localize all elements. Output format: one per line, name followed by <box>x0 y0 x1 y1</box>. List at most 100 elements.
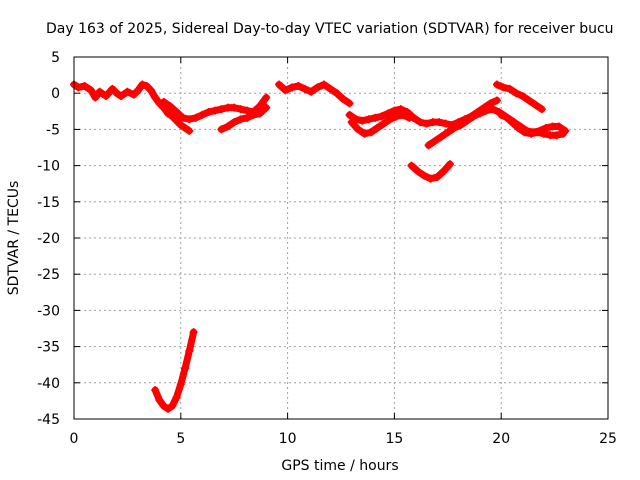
data-point <box>178 113 187 122</box>
data-point <box>204 108 213 117</box>
data-point <box>313 83 322 92</box>
series-trace <box>151 328 198 413</box>
data-point <box>345 99 354 108</box>
data-point <box>422 119 431 128</box>
data-point <box>210 106 219 115</box>
data-point <box>364 115 373 124</box>
data-point <box>262 93 271 102</box>
data-point <box>347 118 356 127</box>
data-point <box>516 122 525 131</box>
data-point <box>95 87 104 96</box>
data-point <box>74 83 83 92</box>
data-point <box>486 99 495 108</box>
data-point <box>123 87 132 96</box>
data-point <box>243 106 252 115</box>
data-point <box>146 86 155 95</box>
series-layer <box>70 80 570 413</box>
data-point <box>307 87 316 96</box>
data-point <box>217 105 226 114</box>
y-tick-label: -5 <box>46 122 60 138</box>
data-point <box>255 109 264 118</box>
data-point <box>396 105 405 114</box>
data-point <box>176 121 185 130</box>
data-point <box>482 106 491 115</box>
data-point <box>168 401 177 410</box>
data-point <box>236 115 245 124</box>
data-point <box>518 92 527 101</box>
series-track-h <box>407 160 454 183</box>
y-tick-label: -20 <box>37 231 60 247</box>
series-track-j <box>492 80 546 114</box>
data-point <box>249 110 258 119</box>
data-point <box>386 115 395 124</box>
x-tick-label: 0 <box>70 431 79 447</box>
data-point <box>503 113 512 122</box>
y-axis-label: SDTVAR / TECUs <box>6 181 22 296</box>
data-point <box>542 123 551 132</box>
data-point <box>492 80 501 89</box>
data-point <box>230 103 239 112</box>
data-point <box>390 106 399 115</box>
data-point <box>416 118 425 127</box>
y-tick-label: -35 <box>37 340 60 356</box>
data-point <box>116 92 125 101</box>
data-point <box>319 80 328 89</box>
data-point <box>358 116 367 125</box>
data-point <box>217 125 226 134</box>
x-tick-label: 25 <box>599 431 617 447</box>
data-point <box>151 93 160 102</box>
data-point <box>345 110 354 119</box>
data-point <box>191 113 200 122</box>
y-tick-label: -30 <box>37 303 60 319</box>
data-point <box>80 81 89 90</box>
data-point <box>445 160 454 169</box>
data-point <box>552 131 561 140</box>
data-point <box>424 141 433 150</box>
grid <box>74 57 608 419</box>
data-point <box>441 119 450 128</box>
y-tick-label: -10 <box>37 159 60 175</box>
data-point <box>176 380 185 389</box>
data-point <box>354 125 363 134</box>
data-point <box>294 81 303 90</box>
series-track-k <box>497 110 570 137</box>
data-point <box>129 90 138 99</box>
data-point <box>366 128 375 137</box>
data-point <box>172 393 181 402</box>
data-point <box>505 84 514 93</box>
data-point <box>554 122 563 131</box>
data-point <box>437 132 446 141</box>
data-point <box>287 83 296 92</box>
data-point <box>561 126 570 135</box>
data-point <box>172 116 181 125</box>
y-tick-label: -15 <box>37 195 60 211</box>
y-tick-label: -45 <box>37 412 60 428</box>
data-point <box>537 105 546 114</box>
data-point <box>332 89 341 98</box>
data-point <box>159 401 168 410</box>
data-point <box>159 97 168 106</box>
data-point <box>185 346 194 355</box>
y-tick-label: -40 <box>37 376 60 392</box>
data-point <box>383 109 392 118</box>
data-point <box>172 108 181 117</box>
data-point <box>529 128 538 137</box>
data-point <box>155 396 164 405</box>
data-point <box>151 386 160 395</box>
data-point <box>439 167 448 176</box>
data-point <box>185 126 194 135</box>
data-point <box>510 118 519 127</box>
series-track-b <box>159 93 271 124</box>
data-point <box>392 112 401 121</box>
data-point <box>492 96 501 105</box>
axis-ticks <box>73 56 609 420</box>
data-point <box>456 121 465 130</box>
data-point <box>163 404 172 413</box>
data-point <box>181 123 190 132</box>
data-point <box>499 83 508 92</box>
data-point <box>243 113 252 122</box>
series-track-e <box>275 80 354 108</box>
data-point <box>275 80 284 89</box>
data-point <box>142 81 151 90</box>
data-point <box>430 136 439 145</box>
